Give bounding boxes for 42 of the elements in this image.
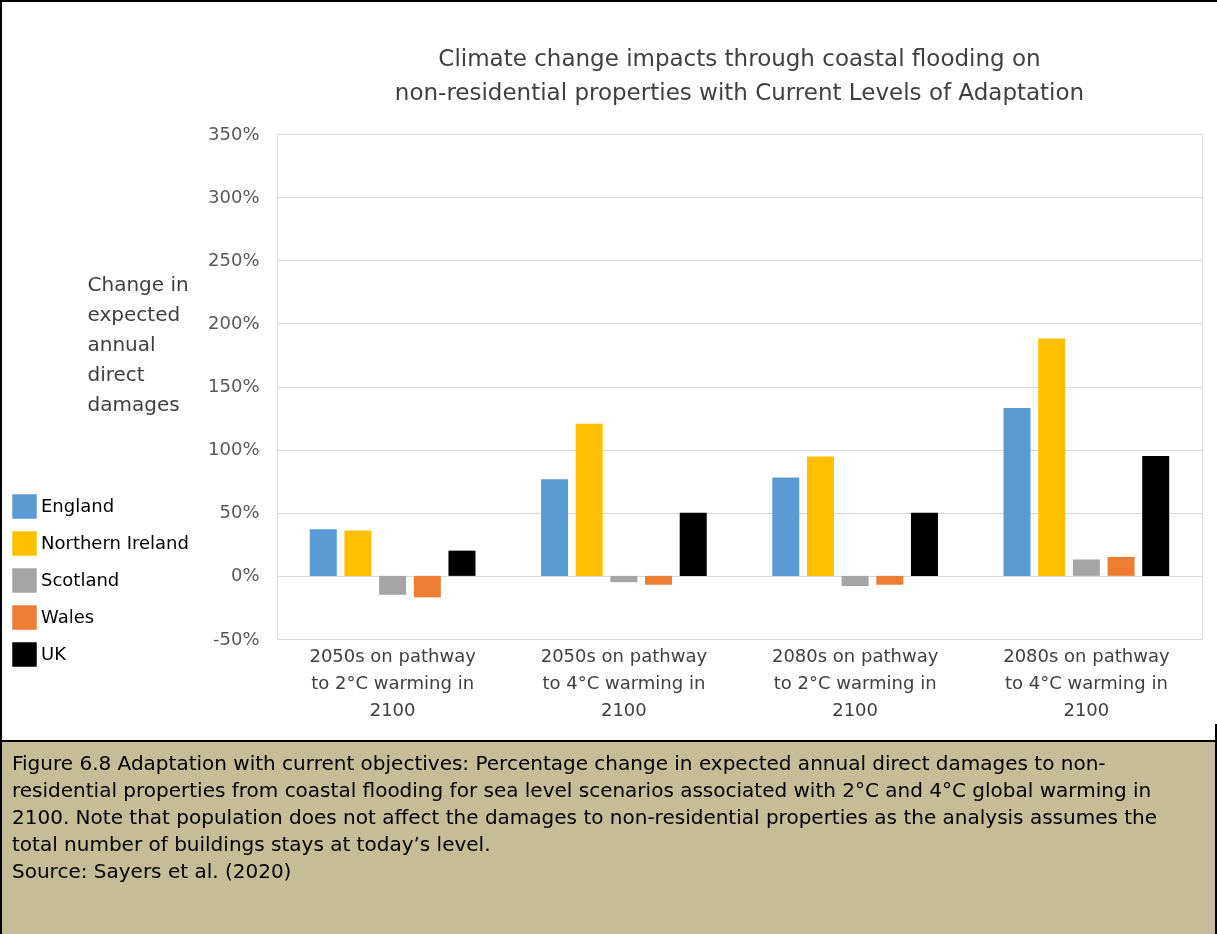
bar [910,512,938,576]
y-axis-title: Change in expected annual direct damages [87,271,189,416]
y-tick-label: 0% [230,564,260,586]
y-tick-label: 150% [208,375,260,396]
caption: Figure 6.8 Adaptation with current objectives: Percentage change in expected annual direct damages to non-residential properties from coastal flooding for sea level scenarios associated with 2°C and 4°C global warming in 2100. Note that population does not affect the damages to non-residential properties as the analysis assumes the total number of buildings stays at today’s level. [12,750,1159,858]
bar [1003,407,1031,576]
bar [344,530,372,576]
x-tick-label: 2080s on pathway to 2°C warming in 2100 [771,644,939,720]
legend-label: Northern Ireland [41,531,189,553]
bar [309,529,337,576]
bar [379,575,407,595]
legend-label: Wales [41,605,95,627]
legend-label: Scotland [41,568,120,590]
bar [541,479,569,576]
y-tick-label: -50% [212,627,260,649]
bar [876,575,904,585]
x-tick-label: 2050s on pathway to 4°C warming in 2100 [540,644,708,720]
y-tick-label: 200% [208,311,260,333]
y-tick-label: 300% [208,185,260,207]
bar [1142,455,1170,576]
bar [1107,556,1135,576]
chart-title: Climate change impacts through coastal flooding on non-residential properties with Current Levels of Adaptation [394,45,1085,105]
legend-label: UK [41,642,68,664]
bar [679,512,707,576]
source-note: Source: Sayers et al. (2020) [12,858,293,885]
legend-label: England [41,494,115,516]
bar [645,575,673,585]
bar [806,456,834,576]
bar [413,575,441,598]
bar [1038,338,1066,576]
y-tick-label: 100% [208,438,260,460]
bar [575,423,603,576]
bar [1072,559,1100,576]
y-tick-label: 50% [219,501,260,523]
bar [610,575,638,583]
bar [772,477,800,576]
y-tick-label: 350% [208,122,260,144]
bar [841,575,869,586]
x-tick-label: 2080s on pathway to 4°C warming in 2100 [1003,644,1170,720]
bar [448,550,476,576]
x-tick-label: 2050s on pathway to 2°C warming in 2100 [309,644,477,720]
y-tick-label: 250% [208,248,260,270]
